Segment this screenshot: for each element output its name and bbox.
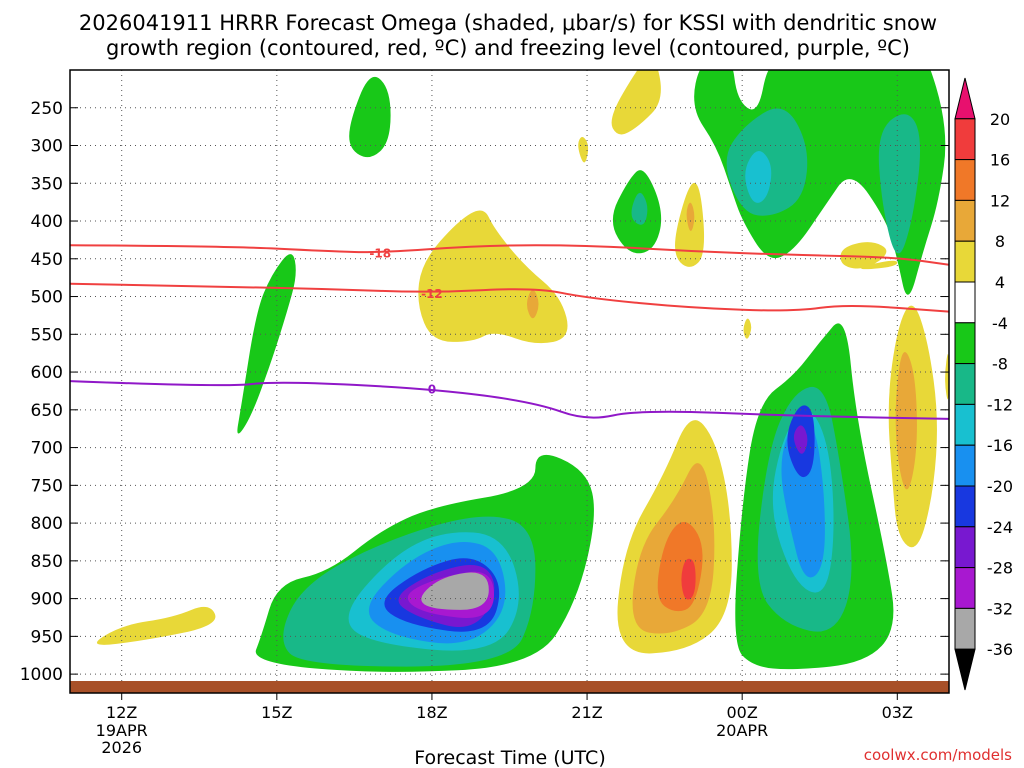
- x-tick-sublabel: 20APR: [716, 721, 768, 740]
- colorbar-tick-label: 20: [990, 110, 1010, 129]
- x-axis-title: Forecast Time (UTC): [414, 747, 605, 768]
- omega-region: [237, 254, 296, 434]
- colorbar-swatch: [954, 199, 976, 242]
- omega-shading-layer: [96, 70, 949, 672]
- contour-label: -18: [369, 247, 391, 261]
- terrain-bar: [70, 681, 949, 693]
- x-tick-label: 15Z: [261, 703, 292, 722]
- y-tick-label: 900: [31, 590, 63, 610]
- colorbar-cap-bottom: [954, 648, 976, 691]
- omega-region: [793, 425, 808, 454]
- colorbar-tick-label: -20: [987, 477, 1013, 496]
- omega-region: [611, 70, 661, 135]
- colorbar-swatch: [954, 363, 976, 405]
- colorbar-tick-label: -8: [992, 355, 1008, 374]
- colorbar-swatch: [954, 485, 976, 528]
- colorbar-swatch: [954, 567, 976, 609]
- y-tick-label: 800: [31, 514, 63, 534]
- colorbar-tick-label: -24: [987, 518, 1013, 537]
- omega-region: [631, 192, 648, 225]
- colorbar-swatch: [954, 403, 976, 446]
- y-tick-label: 600: [31, 363, 63, 383]
- colorbar-swatch: [954, 607, 976, 650]
- x-tick-label: 00Z: [727, 703, 758, 722]
- omega-region: [743, 318, 752, 339]
- colorbar-tick-label: -16: [987, 436, 1013, 455]
- temperature-contour-layer: -18 -12 0: [70, 244, 949, 420]
- y-tick-label: 650: [31, 401, 63, 421]
- omega-region: [840, 242, 887, 269]
- colorbar-swatch: [954, 526, 976, 569]
- omega-region: [96, 606, 216, 645]
- y-tick-label: 500: [31, 288, 63, 308]
- omega-region: [681, 558, 696, 600]
- y-tick-label: 850: [31, 552, 63, 572]
- x-tick-label: 18Z: [416, 703, 447, 722]
- y-tick-label: 550: [31, 325, 63, 345]
- y-tick-label: 300: [31, 137, 63, 157]
- omega-region: [686, 202, 695, 231]
- colorbar-swatch: [954, 322, 976, 365]
- colorbar-swatch: [954, 240, 976, 283]
- contour-label: 0: [428, 383, 436, 397]
- colorbar-swatch: [954, 118, 976, 161]
- colorbar-tick-label: 8: [995, 232, 1005, 251]
- chart-title-line-1: 2026041911 HRRR Forecast Omega (shaded, …: [79, 11, 937, 35]
- y-tick-label: 350: [31, 174, 63, 194]
- omega-region: [895, 351, 917, 490]
- omega-region: [745, 151, 772, 203]
- pressure-axis: 250 300 350 400 450 500 550 600 650 700 750 800 850 9…: [20, 99, 949, 685]
- y-tick-label: 950: [31, 627, 63, 647]
- colorbar-legend: 20 16 12 8 4 -4 -8 -12 -16 -20 -24 -28 -32 -36: [954, 77, 1013, 691]
- site-credit: coolwx.com/models: [864, 746, 1012, 764]
- x-tick-sublabel: 19APR: [96, 721, 148, 740]
- colorbar-tick-label: 16: [990, 151, 1010, 170]
- x-tick-label: 03Z: [882, 703, 913, 722]
- y-tick-label: 700: [31, 439, 63, 459]
- x-tick-label: 21Z: [571, 703, 602, 722]
- x-tick-sublabel: 2026: [101, 738, 142, 757]
- x-tick-label: 12Z: [106, 703, 137, 722]
- contour-line: [70, 244, 949, 266]
- chart-title-line-2: growth region (contoured, red, ºC) and f…: [106, 36, 910, 60]
- colorbar-tick-label: 12: [990, 191, 1010, 210]
- colorbar-tick-label: -4: [992, 314, 1008, 333]
- omega-region: [578, 137, 589, 163]
- omega-region: [349, 76, 391, 158]
- colorbar-swatch: [954, 444, 976, 487]
- colorbar-tick-label: -12: [987, 395, 1013, 414]
- y-tick-label: 1000: [20, 665, 63, 685]
- colorbar-tick-label: -36: [987, 640, 1013, 659]
- y-tick-label: 250: [31, 99, 63, 119]
- omega-region: [421, 572, 489, 610]
- omega-region: [861, 260, 898, 270]
- y-tick-label: 400: [31, 212, 63, 232]
- contour-line: [70, 380, 949, 420]
- y-tick-label: 750: [31, 476, 63, 496]
- colorbar-swatch: [954, 281, 976, 324]
- colorbar-swatch: [954, 159, 976, 201]
- omega-region: [945, 353, 949, 400]
- colorbar-tick-label: -28: [987, 559, 1013, 578]
- colorbar-tick-label: -32: [987, 599, 1013, 618]
- contour-label: -12: [421, 287, 443, 301]
- plot-frame: [69, 69, 950, 694]
- contour-line: [70, 282, 949, 313]
- omega-region: [878, 114, 921, 254]
- colorbar-tick-label: 4: [995, 273, 1005, 292]
- y-tick-label: 450: [31, 250, 63, 270]
